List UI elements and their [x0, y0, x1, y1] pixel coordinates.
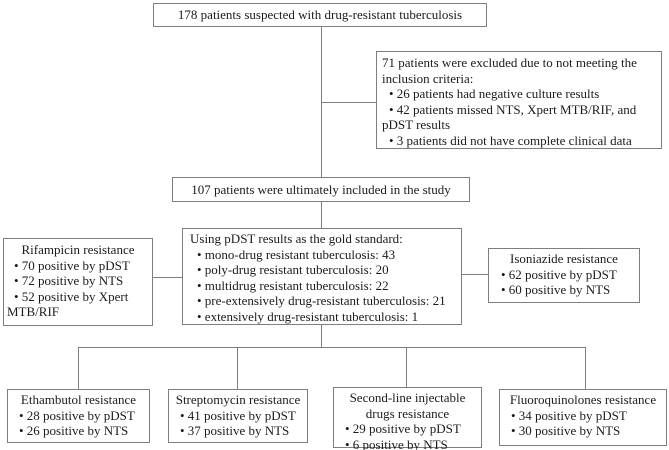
connector-gold-to-distribution	[321, 325, 322, 347]
streptomycin-bullet-2: • 37 positive by NTS	[180, 423, 290, 438]
flow-box-rifampicin: Rifampicin resistance • 70 positive by p…	[3, 238, 153, 326]
fluoroquinolones-bullet-2: • 30 positive by NTS	[511, 423, 621, 438]
ethambutol-bullet-1: • 28 positive by pDST	[19, 407, 135, 423]
connector-gold-to-rifampicin	[153, 277, 182, 278]
gold-bullet-4: • pre-extensively drug-resistant tubercu…	[197, 293, 446, 308]
ethambutol-bullet-2: • 26 positive by NTS	[19, 423, 129, 438]
rifampicin-bullet-3: • 52 positive by Xpert MTB/RIF	[7, 288, 129, 320]
excluded-bullet-1: • 26 patients had negative culture resul…	[389, 86, 600, 101]
flow-box-ethambutol: Ethambutol resistance • 28 positive by p…	[7, 389, 150, 443]
connector-to-ethambutol	[78, 347, 79, 389]
flow-box-excluded: 71 patients were excluded due to not mee…	[376, 51, 662, 149]
streptomycin-bullet-1: • 41 positive by pDST	[180, 407, 296, 423]
isoniazide-bullet-2: • 60 positive by NTS	[501, 282, 611, 297]
flow-box-isoniazide: Isoniazide resistance • 62 positive by p…	[488, 248, 640, 303]
second-line-bullet-1: • 29 positive by pDST	[345, 421, 461, 436]
excluded-bullet-2: • 42 patients missed NTS, Xpert MTB/RIF,…	[382, 101, 637, 133]
flow-box-gold-standard: Using pDST results as the gold standard:…	[182, 228, 462, 325]
suspected-text: 178 patients suspected with drug-resista…	[177, 7, 463, 23]
second-line-bullet-2: • 6 positive by NTS	[345, 436, 448, 450]
included-text: 107 patients were ultimately included in…	[191, 181, 451, 197]
ethambutol-title: Ethambutol resistance	[20, 392, 137, 407]
isoniazide-bullet-1: • 62 positive by pDST	[501, 266, 617, 282]
rifampicin-bullet-2: • 72 positive by NTS	[14, 273, 124, 288]
gold-bullet-2: • poly-drug resistant tuberculosis: 20	[197, 262, 389, 277]
connector-gold-to-isoniazide	[462, 274, 488, 275]
isoniazide-title: Isoniazide resistance	[510, 251, 618, 266]
second-line-title: Second-line injectable drugs resistance	[349, 390, 466, 421]
connector-distribution-bar	[78, 347, 586, 348]
rifampicin-title: Rifampicin resistance	[21, 242, 135, 257]
fluoroquinolones-bullet-1: • 34 positive by pDST	[511, 407, 627, 423]
gold-bullet-1: • mono-drug resistant tuberculosis: 43	[197, 246, 396, 262]
excluded-bullet-3: • 3 patients did not have complete clini…	[389, 132, 632, 148]
flow-box-included: 107 patients were ultimately included in…	[172, 177, 470, 202]
connector-to-fluoroquinolones	[585, 347, 586, 389]
fluoroquinolones-title: Fluoroquinolones resistance	[509, 392, 657, 407]
flow-box-streptomycin: Streptomycin resistance • 41 positive by…	[168, 389, 308, 443]
connector-included-to-gold	[321, 202, 322, 228]
connector-to-second-line	[406, 347, 407, 387]
gold-intro: Using pDST results as the gold standard:	[190, 231, 403, 246]
connector-to-streptomycin	[237, 347, 238, 389]
connector-branch-to-excluded	[321, 102, 376, 103]
gold-bullet-5: • extensively drug-resistant tuberculosi…	[197, 308, 419, 324]
flow-box-second-line: Second-line injectable drugs resistance …	[333, 387, 482, 450]
streptomycin-title: Streptomycin resistance	[175, 392, 301, 407]
excluded-intro: 71 patients were excluded due to not mee…	[382, 55, 637, 86]
gold-bullet-3: • multidrug resistant tuberculosis: 22	[197, 277, 389, 293]
flow-box-fluoroquinolones: Fluoroquinolones resistance • 34 positiv…	[499, 389, 667, 446]
rifampicin-bullet-1: • 70 positive by pDST	[14, 257, 130, 273]
flow-box-suspected: 178 patients suspected with drug-resista…	[153, 3, 487, 27]
